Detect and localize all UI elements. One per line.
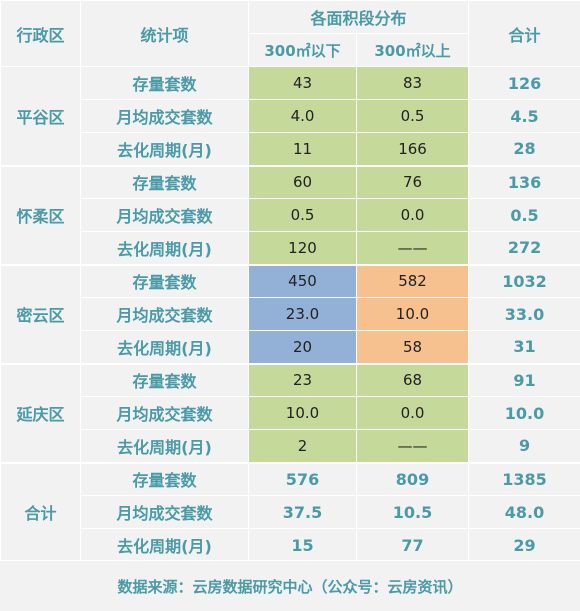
row-label-stock: 存量套数 — [81, 265, 249, 298]
row-label-monthly: 月均成交套数 — [81, 199, 249, 232]
cell-below-300: 20 — [249, 331, 357, 364]
header-area-group: 各面积段分布 — [249, 1, 469, 34]
cell-below-300: 4.0 — [249, 100, 357, 133]
header-total: 合计 — [469, 1, 580, 67]
row-label-stock: 存量套数 — [81, 166, 249, 199]
cell-total: 126 — [469, 67, 580, 100]
cell-total: 48.0 — [469, 496, 580, 529]
cell-above-300: 582 — [357, 265, 469, 298]
cell-total: 1385 — [469, 463, 580, 496]
cell-below-300: 23.0 — [249, 298, 357, 331]
cell-below-300: 15 — [249, 529, 357, 562]
cell-total: 91 — [469, 364, 580, 397]
cell-above-300: —— — [357, 430, 469, 463]
cell-total: 4.5 — [469, 100, 580, 133]
cell-total: 0.5 — [469, 199, 580, 232]
header-below-300: 300㎡以下 — [249, 34, 357, 67]
cell-above-300: 76 — [357, 166, 469, 199]
row-label-monthly: 月均成交套数 — [81, 298, 249, 331]
header-above-300: 300㎡以上 — [357, 34, 469, 67]
row-label-cycle: 去化周期(月) — [81, 430, 249, 463]
row-label-stock: 存量套数 — [81, 364, 249, 397]
table-row: 去化周期(月)120——272 — [1, 232, 580, 265]
cell-above-300: 166 — [357, 133, 469, 166]
cell-above-300: 809 — [357, 463, 469, 496]
cell-below-300: 60 — [249, 166, 357, 199]
cell-above-300: 0.0 — [357, 199, 469, 232]
cell-total: 10.0 — [469, 397, 580, 430]
cell-above-300: 0.0 — [357, 397, 469, 430]
row-label-monthly: 月均成交套数 — [81, 397, 249, 430]
cell-above-300: 58 — [357, 331, 469, 364]
row-label-stock: 存量套数 — [81, 463, 249, 496]
row-label-cycle: 去化周期(月) — [81, 232, 249, 265]
cell-below-300: 37.5 — [249, 496, 357, 529]
row-label-monthly: 月均成交套数 — [81, 496, 249, 529]
cell-below-300: 10.0 — [249, 397, 357, 430]
cell-below-300: 120 — [249, 232, 357, 265]
cell-above-300: 68 — [357, 364, 469, 397]
cell-above-300: 77 — [357, 529, 469, 562]
cell-below-300: 576 — [249, 463, 357, 496]
cell-above-300: 83 — [357, 67, 469, 100]
cell-below-300: 0.5 — [249, 199, 357, 232]
cell-total: 136 — [469, 166, 580, 199]
cell-total: 9 — [469, 430, 580, 463]
cell-below-300: 43 — [249, 67, 357, 100]
district-name: 合计 — [1, 463, 81, 562]
cell-above-300: 10.0 — [357, 298, 469, 331]
row-label-cycle: 去化周期(月) — [81, 331, 249, 364]
district-name: 平谷区 — [1, 67, 81, 166]
header-item: 统计项 — [81, 1, 249, 67]
district-name: 延庆区 — [1, 364, 81, 463]
cell-total: 28 — [469, 133, 580, 166]
cell-total: 33.0 — [469, 298, 580, 331]
district-name: 密云区 — [1, 265, 81, 364]
cell-below-300: 2 — [249, 430, 357, 463]
cell-total: 272 — [469, 232, 580, 265]
cell-above-300: 10.5 — [357, 496, 469, 529]
cell-above-300: 0.5 — [357, 100, 469, 133]
district-name: 怀柔区 — [1, 166, 81, 265]
cell-above-300: —— — [357, 232, 469, 265]
row-label-stock: 存量套数 — [81, 67, 249, 100]
source-footer: 数据来源：云房数据研究中心（公众号：云房资讯） — [0, 560, 580, 611]
cell-total: 1032 — [469, 265, 580, 298]
cell-below-300: 11 — [249, 133, 357, 166]
cell-below-300: 23 — [249, 364, 357, 397]
cell-total: 29 — [469, 529, 580, 562]
header-district: 行政区 — [1, 1, 81, 67]
cell-total: 31 — [469, 331, 580, 364]
row-label-monthly: 月均成交套数 — [81, 100, 249, 133]
row-label-cycle: 去化周期(月) — [81, 529, 249, 562]
row-label-cycle: 去化周期(月) — [81, 133, 249, 166]
cell-below-300: 450 — [249, 265, 357, 298]
table-row: 去化周期(月)2——9 — [1, 430, 580, 463]
